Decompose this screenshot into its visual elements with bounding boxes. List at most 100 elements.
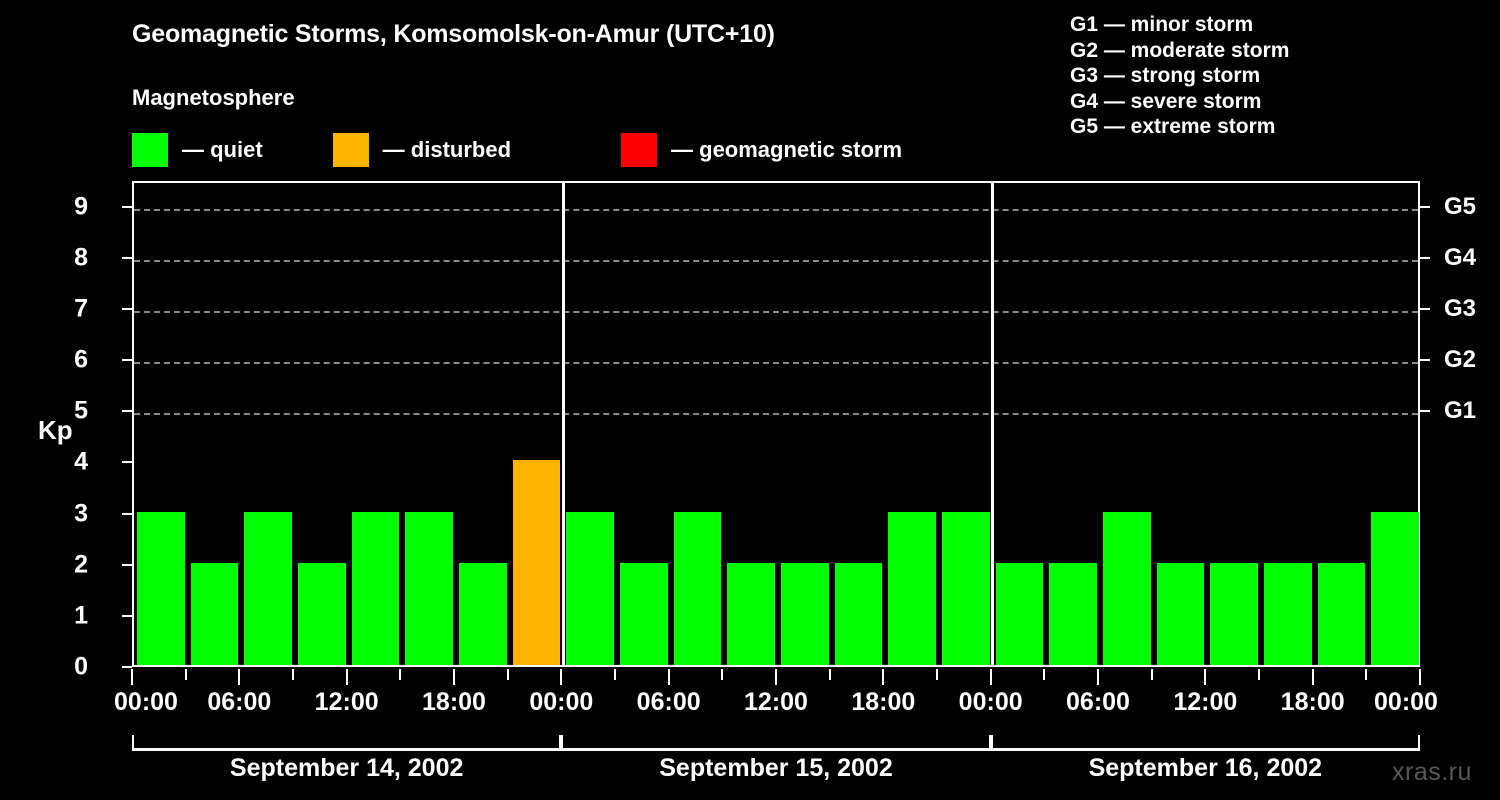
y-tick-mark-1 [122,614,132,617]
y-tick-mark-6 [122,359,132,362]
y-tick-mark-4 [122,461,132,464]
x-tick-mark [399,669,402,680]
bar [834,562,883,665]
x-time-label: 06:00 [636,688,701,716]
y-tick-label-7: 7 [74,294,88,323]
y-tick-mark-3 [122,512,132,515]
y-tick-mark-0 [122,666,132,668]
x-tick-mark [1204,669,1207,685]
magnetosphere-legend: — quiet — disturbed — geomagnetic storm [132,132,902,168]
legend-item-orange: — disturbed [332,132,512,168]
bar [351,511,400,665]
bar [781,562,829,665]
y-tick-label-9: 9 [74,192,88,221]
gridline-kp-7 [134,310,1418,313]
x-time-label: 12:00 [314,688,379,716]
x-tick-mark [238,669,241,685]
y-tick-mark-8 [122,256,132,259]
x-tick-mark [453,669,455,685]
g-tick-mark-g2 [1420,359,1430,362]
y-tick-label-2: 2 [74,550,88,579]
legend-label: — disturbed [382,137,512,162]
x-tick-mark [560,669,563,685]
g-scale-label-g2: G2 [1444,346,1477,374]
x-time-label: 18:00 [851,688,916,716]
x-tick-mark [882,669,885,685]
x-tick-mark [292,669,294,680]
x-time-label: 12:00 [1173,688,1238,716]
bar [942,511,990,665]
bar [298,562,346,665]
x-tick-mark [667,669,670,685]
bar [1210,562,1258,665]
bar [727,562,775,665]
y-tick-label-1: 1 [74,601,88,630]
day-bracket [990,735,1420,751]
g-tick-mark-g5 [1420,205,1430,208]
bar [620,562,668,665]
y-axis-label: Kp [38,415,73,445]
bar [673,511,722,665]
x-time-label: 12:00 [744,688,808,716]
day-separator [561,181,565,667]
y-tick-mark-7 [122,307,132,310]
x-tick-mark [1365,669,1368,680]
bar [995,562,1044,665]
bar [1103,511,1151,665]
y-tick-label-5: 5 [74,396,88,425]
gscale-legend-row-g1: G1 — minor storm [1070,13,1254,36]
day-label: September 16, 2002 [1088,754,1323,782]
y-tick-mark-2 [122,563,132,566]
x-tick-mark [936,669,938,680]
y-tick-mark-9 [122,205,132,208]
y-tick-label-3: 3 [74,499,88,528]
bar [244,511,292,665]
y-tick-label-0: 0 [74,652,88,681]
orange-swatch [332,133,369,167]
g-scale-label-g4: G4 [1444,243,1477,271]
y-tick-label-6: 6 [74,345,88,374]
x-tick-mark [1150,669,1153,680]
x-tick-mark [1419,669,1421,685]
x-time-label: 18:00 [422,688,486,716]
bar [888,511,936,665]
x-tick-mark [1258,669,1260,680]
day-bracket [132,735,562,751]
legend-label: — quiet [182,137,263,162]
x-time-label: 18:00 [1280,688,1345,716]
green-swatch [132,133,168,167]
bar [1264,562,1312,665]
x-tick-mark [775,669,777,685]
y-tick-mark-5 [122,410,132,413]
bar [1156,562,1205,665]
bar [1317,562,1366,665]
red-swatch [621,133,658,167]
bar [566,511,614,665]
page-title: Geomagnetic Storms, Komsomolsk-on-Amur (… [132,20,775,48]
g-tick-mark-g4 [1420,256,1430,259]
x-tick-mark [614,669,616,680]
day-label: September 15, 2002 [659,754,893,782]
day-bracket [561,735,991,751]
x-tick-mark [184,669,187,680]
x-time-label: 06:00 [207,688,272,716]
x-tick-mark [989,669,992,685]
g-scale-label-g5: G5 [1444,192,1477,220]
x-tick-mark [506,669,509,680]
gridline-kp-6 [134,362,1418,365]
bar [459,562,507,665]
bar [1371,511,1419,665]
legend-item-red: — geomagnetic storm [621,132,902,168]
g-scale-label-g1: G1 [1444,397,1477,425]
day-separator [991,181,995,667]
y-tick-label-8: 8 [74,243,88,272]
plot-inner [134,181,1419,667]
x-time-label: 00:00 [958,688,1023,716]
y-tick-label-4: 4 [74,447,88,476]
x-time-label: 00:00 [1374,688,1438,716]
x-tick-mark [1311,669,1314,685]
bar [190,562,239,665]
g-tick-mark-g1 [1420,410,1430,413]
x-time-label: 06:00 [1066,688,1130,716]
g-scale-label-g3: G3 [1444,294,1477,322]
